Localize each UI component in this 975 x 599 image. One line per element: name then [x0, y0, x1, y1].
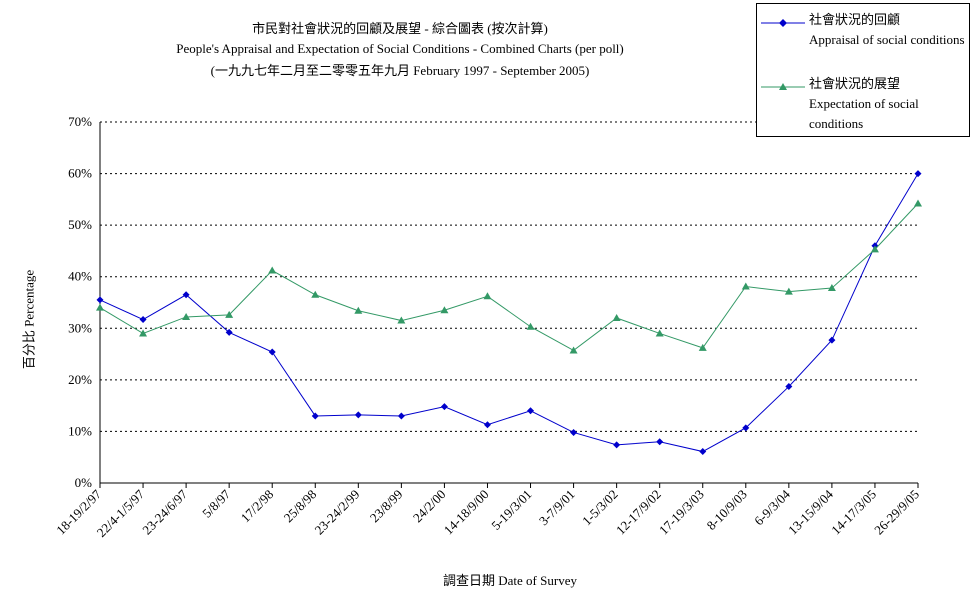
data-point-appraisal: [440, 403, 448, 411]
data-point-expectation: [440, 306, 449, 314]
chart-subtitle: People's Appraisal and Expectation of So…: [176, 41, 624, 56]
x-tick-label: 23-24/6/97: [139, 486, 190, 537]
data-point-appraisal: [527, 407, 535, 415]
data-point-expectation: [784, 287, 793, 295]
y-tick-label: 40%: [68, 269, 92, 284]
x-tick-label: 17-19/3/03: [656, 487, 707, 538]
x-tick-label: 14-18/9/00: [441, 487, 492, 538]
data-point-expectation: [612, 313, 621, 321]
data-point-expectation: [870, 245, 879, 253]
data-point-expectation: [397, 316, 406, 324]
x-tick-label: 24/2/00: [410, 487, 449, 526]
data-point-appraisal: [96, 296, 104, 304]
x-tick-label: 6-9/3/04: [751, 486, 793, 528]
data-point-appraisal: [742, 424, 750, 432]
y-tick-label: 10%: [68, 423, 92, 438]
x-tick-label: 22/4-1/5/97: [94, 486, 148, 540]
legend-swatch-appraisal: [761, 19, 805, 27]
data-point-expectation: [182, 312, 191, 320]
data-point-expectation: [225, 310, 234, 318]
data-point-appraisal: [914, 170, 922, 178]
data-point-appraisal: [139, 316, 147, 324]
data-point-appraisal: [785, 383, 793, 391]
data-point-appraisal: [182, 291, 190, 299]
data-point-expectation: [914, 199, 922, 207]
x-tick-label: 26-29/9/05: [871, 487, 922, 538]
data-point-appraisal: [483, 421, 491, 429]
legend-label-appraisal-en: Appraisal of social conditions: [809, 32, 965, 47]
legend: 社會狀況的回顧 Appraisal of social conditions 社…: [756, 3, 970, 137]
x-tick-label: 25/8/98: [281, 487, 320, 526]
y-tick-label: 30%: [68, 320, 92, 335]
x-tick-label: 17/2/98: [238, 487, 277, 526]
chart-subtitle-range: (一九九七年二月至二零零五年九月 February 1997 - Septemb…: [210, 63, 590, 78]
x-tick-label: 23/8/99: [367, 487, 406, 526]
y-tick-label: 70%: [68, 114, 92, 129]
x-axis-label: 調查日期 Date of Survey: [443, 573, 577, 588]
data-point-appraisal: [268, 348, 276, 356]
x-tick-label: 12-17/9/02: [613, 487, 664, 538]
x-tick-label: 13-15/9/04: [785, 486, 836, 537]
data-point-expectation: [268, 266, 277, 274]
series-line-expectation: [99, 203, 919, 352]
x-tick-label: 1-5/3/02: [579, 487, 621, 529]
x-tick-label: 5/8/97: [199, 486, 233, 520]
data-point-expectation: [96, 303, 104, 311]
data-point-expectation: [311, 290, 320, 298]
data-point-expectation: [655, 329, 664, 337]
y-tick-label: 20%: [68, 372, 92, 387]
series-line-appraisal: [99, 173, 919, 453]
data-point-expectation: [483, 292, 492, 300]
data-point-appraisal: [656, 438, 664, 446]
chart-title: 市民對社會狀況的回顧及展望 - 綜合圖表 (按次計算): [252, 21, 548, 36]
x-tick-label: 8-10/9/03: [704, 487, 750, 533]
data-point-appraisal: [311, 412, 319, 420]
y-axis-label: 百分比 Percentage: [21, 269, 37, 370]
data-point-appraisal: [225, 328, 233, 336]
x-tick-label: 23-24/2/99: [311, 487, 362, 538]
data-point-expectation: [354, 306, 363, 314]
data-point-expectation: [569, 346, 578, 354]
legend-swatch-expectation: [761, 83, 805, 90]
y-tick-label: 60%: [68, 166, 92, 181]
y-tick-label: 50%: [68, 217, 92, 232]
legend-label-expectation-en: Expectation of social conditions: [809, 96, 919, 131]
x-tick-label: 5-19/3/01: [488, 487, 534, 533]
data-point-appraisal: [699, 448, 707, 456]
data-point-expectation: [139, 329, 148, 337]
data-point-appraisal: [828, 336, 836, 344]
x-tick-label: 3-7/9/01: [536, 487, 578, 529]
data-point-expectation: [827, 284, 836, 292]
data-point-appraisal: [397, 412, 405, 420]
legend-label-expectation: 社會狀況的展望: [809, 76, 901, 91]
data-point-appraisal: [570, 428, 578, 436]
y-tick-label: 0%: [75, 475, 93, 490]
x-tick-label: 14-17/3/05: [828, 487, 879, 538]
data-point-expectation: [526, 322, 535, 330]
data-point-appraisal: [613, 441, 621, 449]
data-point-appraisal: [354, 411, 362, 419]
data-point-expectation: [698, 343, 707, 351]
data-point-expectation: [741, 282, 750, 290]
legend-label-appraisal: 社會狀況的回顧: [809, 12, 901, 27]
